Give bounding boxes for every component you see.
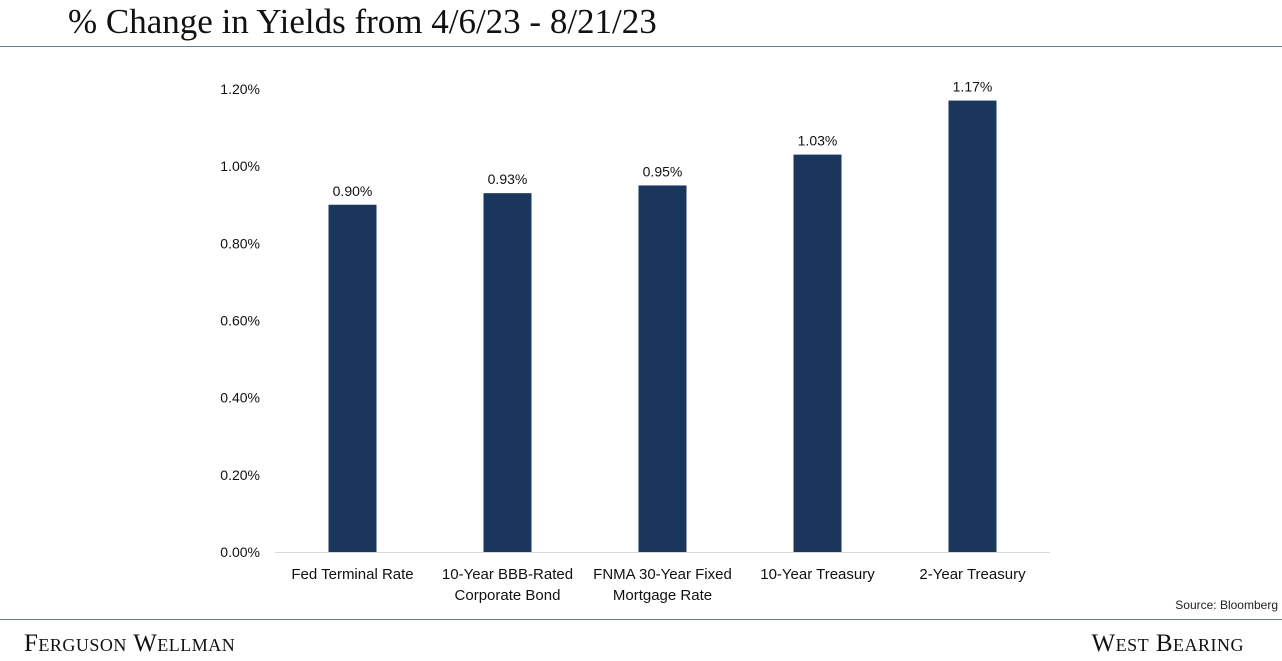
footer-brand-left: Ferguson Wellman <box>24 630 236 657</box>
x-tick-label: 2-Year Treasury <box>919 566 1026 583</box>
x-tick-label: 10-Year BBB-Rated <box>442 566 573 583</box>
data-label: 0.90% <box>333 183 373 199</box>
bar <box>948 100 997 552</box>
source-note: Source: Bloomberg <box>1175 598 1278 612</box>
y-tick-label: 1.00% <box>220 158 260 174</box>
bar-chart: 0.00% 0.20% 0.40% 0.60% 0.80% 1.00% 1.20% 0.90%… <box>220 79 1050 604</box>
y-tick-label: 1.20% <box>220 81 260 97</box>
x-tick-label: Mortgage Rate <box>613 587 712 604</box>
bar <box>638 185 687 553</box>
y-tick-label: 0.40% <box>220 390 260 406</box>
y-tick-label: 0.00% <box>220 544 260 560</box>
x-tick-label: FNMA 30-Year Fixed <box>593 566 732 583</box>
x-tick-label: 10-Year Treasury <box>760 566 875 583</box>
data-label: 0.95% <box>643 163 683 179</box>
data-label: 0.93% <box>488 171 528 187</box>
bar <box>483 193 532 553</box>
bar <box>328 204 377 552</box>
footer-divider <box>0 619 1282 620</box>
x-tick-label: Fed Terminal Rate <box>291 566 413 583</box>
y-tick-label: 0.20% <box>220 467 260 483</box>
y-tick-label: 0.60% <box>220 313 260 329</box>
header-divider <box>0 46 1282 47</box>
y-tick-label: 0.80% <box>220 235 260 251</box>
x-tick-label: Corporate Bond <box>455 587 561 604</box>
chart-title: % Change in Yields from 4/6/23 - 8/21/23 <box>68 2 657 41</box>
footer-brand-right: West Bearing <box>1091 630 1244 657</box>
data-label: 1.17% <box>953 79 993 95</box>
bar <box>793 154 842 552</box>
data-label: 1.03% <box>798 133 838 149</box>
